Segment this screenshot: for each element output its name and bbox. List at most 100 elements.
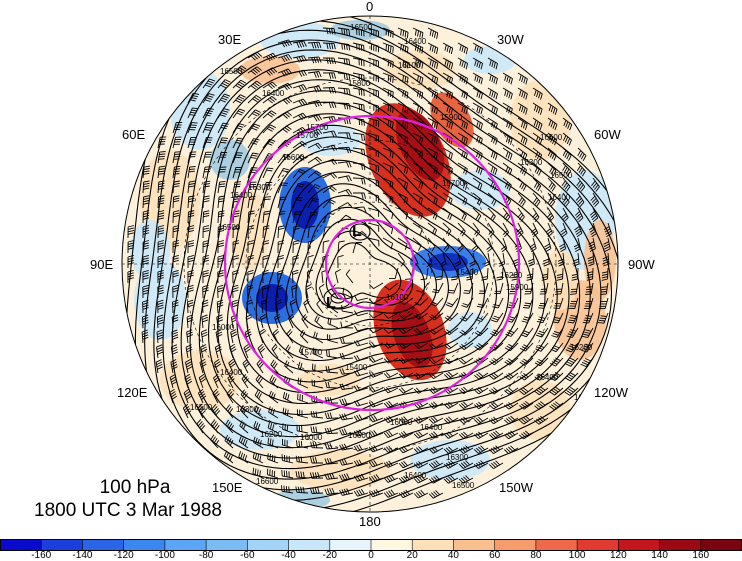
- wind-barb: [458, 386, 474, 395]
- wind-barb: [267, 422, 279, 434]
- wind-barb: [202, 107, 214, 119]
- wind-barb: [444, 312, 459, 321]
- wind-barb: [368, 489, 384, 498]
- wind-barb: [307, 41, 322, 49]
- wind-barb: [277, 153, 291, 164]
- contour-label: 16500: [540, 133, 563, 142]
- contour-line: [189, 79, 570, 449]
- wind-barb: [353, 339, 369, 347]
- wind-barb: [216, 299, 224, 314]
- wind-barb: [217, 152, 228, 164]
- wind-barb: [473, 416, 489, 425]
- wind-barb: [457, 42, 469, 55]
- wind-barb: [142, 284, 149, 299]
- contour-label: 16300: [236, 405, 259, 414]
- wind-barb: [142, 195, 150, 209]
- wind-barb: [142, 299, 149, 314]
- wind-barb: [488, 401, 504, 410]
- wind-barb: [473, 431, 489, 439]
- wind-barb: [292, 112, 308, 121]
- wind-barb: [202, 210, 210, 224]
- wind-barb: [502, 177, 512, 191]
- wind-barb: [368, 401, 384, 408]
- wind-barb: [502, 162, 513, 176]
- map-field: 1650016400161001580015700157001630016400…: [122, 16, 618, 512]
- low-center-marker-1: L: [352, 223, 362, 240]
- wind-barb: [457, 57, 469, 70]
- wind-barb: [211, 404, 221, 419]
- wind-barb: [398, 357, 414, 364]
- wind-barb: [442, 162, 453, 175]
- wind-barb: [427, 57, 439, 69]
- wind-barb: [232, 181, 242, 194]
- contour-label: 16400: [536, 373, 559, 382]
- wind-barb: [488, 445, 504, 454]
- colorbar-swatch: [577, 539, 619, 551]
- wind-barb: [232, 94, 246, 104]
- wind-barb: [420, 267, 429, 281]
- wind-barb: [413, 327, 429, 335]
- wind-barb: [398, 445, 414, 454]
- wind-barb: [398, 342, 414, 349]
- wind-barb: [247, 109, 261, 119]
- wind-barb: [476, 297, 489, 309]
- wind-barb: [539, 282, 549, 295]
- contour-label: 15700: [296, 131, 319, 140]
- wind-barb: [246, 299, 253, 314]
- wind-barb: [245, 314, 252, 329]
- wind-barb: [457, 87, 469, 100]
- wind-barb: [382, 222, 394, 235]
- wind-barb: [367, 27, 379, 38]
- wind-barb: [257, 343, 265, 359]
- wind-barb: [339, 368, 354, 375]
- wind-barb: [383, 312, 399, 319]
- wind-barb: [292, 168, 306, 179]
- wind-barb: [334, 269, 341, 284]
- wind-barb: [532, 192, 541, 207]
- wind-barb: [412, 87, 424, 99]
- anomaly-patch: [170, 70, 230, 150]
- wind-barb: [262, 225, 270, 239]
- colorbar-tick-label: -20: [322, 550, 337, 561]
- wind-barb: [382, 177, 394, 189]
- wind-barb: [367, 102, 379, 113]
- contour-label: 16500: [218, 223, 241, 232]
- wind-barb: [504, 387, 519, 395]
- wind-barb: [324, 472, 339, 480]
- wind-barb: [367, 57, 379, 68]
- wind-barb: [398, 327, 414, 334]
- wind-barb: [277, 254, 284, 268]
- wind-barb: [472, 117, 483, 130]
- wind-barb: [519, 400, 534, 410]
- wind-barb: [296, 424, 309, 434]
- wind-barb: [459, 327, 474, 336]
- wind-barb: [339, 337, 354, 344]
- wind-barb: [310, 410, 324, 419]
- wind-barb: [297, 393, 309, 404]
- wind-barb: [217, 79, 231, 89]
- wind-barb: [556, 267, 564, 281]
- wind-barb: [307, 71, 322, 78]
- wind-barb: [170, 359, 178, 374]
- wind-barb: [487, 207, 496, 222]
- wind-barb: [397, 192, 409, 205]
- wind-barb: [171, 314, 179, 329]
- wind-barb: [217, 137, 229, 149]
- wind-barb: [500, 237, 508, 253]
- wind-barb: [127, 254, 134, 268]
- wind-barb: [212, 388, 220, 404]
- wind-barb: [428, 372, 444, 379]
- wind-barb: [443, 460, 459, 469]
- wind-barb: [368, 312, 384, 319]
- map-border: [121, 15, 619, 513]
- wind-barb: [313, 331, 324, 344]
- wind-barb: [353, 429, 369, 437]
- wind-barb: [352, 192, 367, 199]
- wind-barb: [502, 222, 509, 238]
- wind-barb: [184, 373, 193, 389]
- lon-label-150e: 150E: [212, 480, 243, 495]
- wind-barb: [284, 360, 294, 374]
- wind-barb: [549, 357, 564, 367]
- wind-barb: [307, 170, 322, 179]
- wind-barb: [225, 419, 234, 434]
